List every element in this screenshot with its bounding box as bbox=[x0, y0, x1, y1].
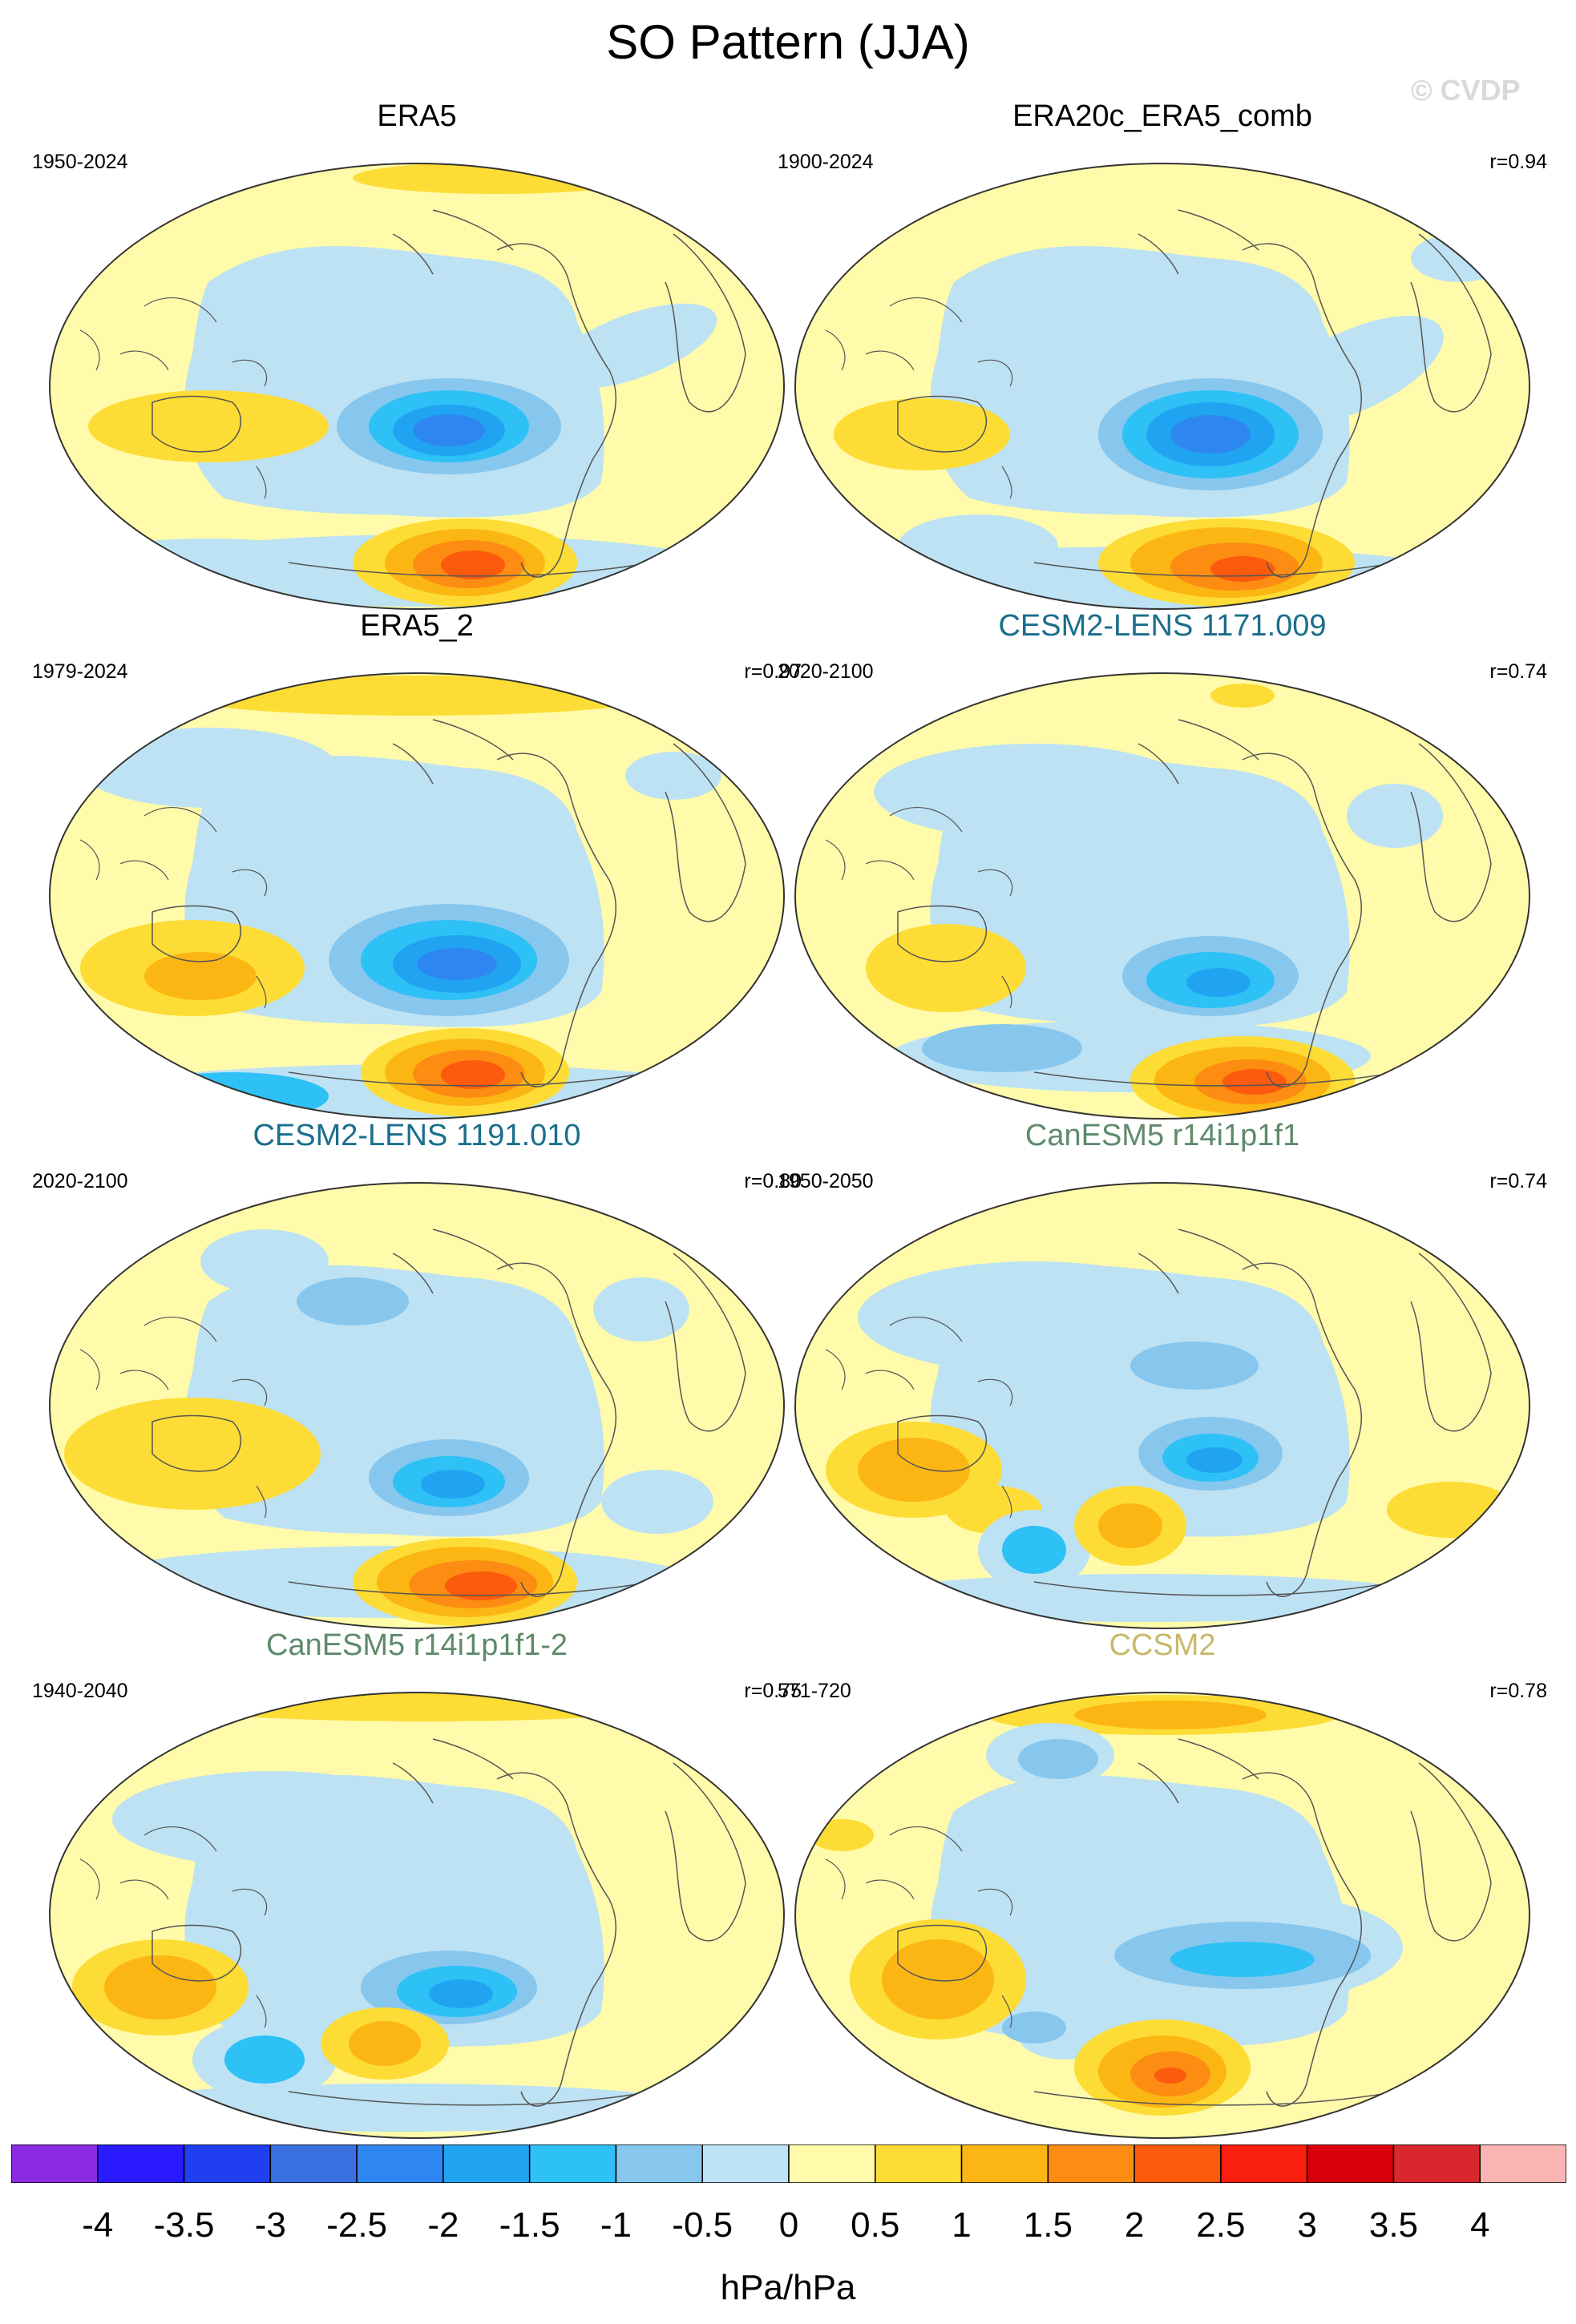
panel-period: 1900-2024 bbox=[778, 151, 874, 173]
pattern-map bbox=[48, 672, 786, 1120]
colorbar-swatch bbox=[528, 2144, 617, 2183]
panel-period: 2020-2100 bbox=[32, 1170, 128, 1192]
panel-period: 1940-2040 bbox=[32, 1680, 128, 1702]
colorbar-swatch bbox=[442, 2144, 531, 2183]
panel-correlation: r=0.78 bbox=[1489, 1680, 1547, 1702]
colorbar-tick-label: -0.5 bbox=[672, 2205, 733, 2245]
panel-correlation: r=0.97 bbox=[744, 660, 802, 683]
panel-title: CESM2-LENS 1191.010 bbox=[253, 1119, 581, 1152]
panel-period: 2020-2100 bbox=[778, 660, 874, 683]
watermark: © CVDP bbox=[1411, 74, 1521, 107]
colorbar-swatch bbox=[1479, 2144, 1566, 2183]
colorbar-tick-label: -3.5 bbox=[153, 2205, 215, 2245]
figure-title: SO Pattern (JJA) bbox=[606, 15, 970, 69]
colorbar-swatch bbox=[701, 2144, 790, 2183]
pattern-map bbox=[48, 162, 786, 611]
colorbar-tick-label: -3 bbox=[254, 2205, 286, 2245]
colorbar-tick-label: 3.5 bbox=[1368, 2205, 1419, 2245]
colorbar-tick-label: -4 bbox=[82, 2205, 114, 2245]
colorbar-swatch bbox=[97, 2144, 185, 2183]
panel-correlation: r=0.74 bbox=[1489, 1170, 1547, 1192]
colorbar-swatch bbox=[269, 2144, 358, 2183]
pattern-map bbox=[48, 1181, 786, 1630]
colorbar-tick-label: 1.5 bbox=[1023, 2205, 1073, 2245]
pattern-map bbox=[794, 672, 1531, 1120]
panel-title: ERA5 bbox=[377, 99, 457, 133]
colorbar-swatch bbox=[183, 2144, 272, 2183]
colorbar-swatch bbox=[1306, 2144, 1395, 2183]
colorbar-tick-label: 4 bbox=[1469, 2205, 1490, 2245]
colorbar-swatch bbox=[11, 2144, 99, 2183]
colorbar-swatch bbox=[788, 2144, 876, 2183]
colorbar-swatch bbox=[615, 2144, 703, 2183]
colorbar-tick-label: 2.5 bbox=[1196, 2205, 1246, 2245]
panel-period: 571-720 bbox=[778, 1680, 851, 1702]
panel-period: 1950-2024 bbox=[32, 151, 128, 173]
panel-period: 1979-2024 bbox=[32, 660, 128, 683]
pattern-map bbox=[794, 162, 1531, 611]
colorbar-tick-label: -1.5 bbox=[499, 2205, 560, 2245]
colorbar-swatch bbox=[875, 2144, 963, 2183]
colorbar-swatch bbox=[1134, 2144, 1222, 2183]
colorbar-tick-label: 1 bbox=[952, 2205, 972, 2245]
colorbar-tick-label: 0.5 bbox=[851, 2205, 900, 2245]
colorbar-tick-label: 2 bbox=[1124, 2205, 1145, 2245]
panel-title: CESM2-LENS 1171.009 bbox=[998, 609, 1327, 643]
panel-title: ERA5_2 bbox=[360, 609, 474, 643]
panel-title: ERA20c_ERA5_comb bbox=[1012, 99, 1312, 133]
panel-title: CanESM5 r14i1p1f1 bbox=[1024, 1119, 1300, 1152]
panel-correlation: r=0.74 bbox=[1489, 660, 1547, 683]
colorbar-swatch bbox=[356, 2144, 444, 2183]
colorbar-swatch bbox=[1392, 2144, 1481, 2183]
colorbar-swatch bbox=[1047, 2144, 1135, 2183]
panel-correlation: r=0.80 bbox=[744, 1170, 802, 1192]
colorbar-tick-label: 3 bbox=[1297, 2205, 1317, 2245]
panel-period: 1950-2050 bbox=[778, 1170, 874, 1192]
colorbar-tick-label: -2 bbox=[427, 2205, 459, 2245]
panel-title: CCSM2 bbox=[1109, 1628, 1216, 1662]
colorbar-swatch bbox=[960, 2144, 1049, 2183]
colorbar-tick-label: 0 bbox=[778, 2205, 799, 2245]
colorbar bbox=[11, 2144, 1566, 2183]
panel-title: CanESM5 r14i1p1f1-2 bbox=[266, 1628, 568, 1662]
pattern-map bbox=[48, 1691, 786, 2140]
colorbar-swatch bbox=[1220, 2144, 1308, 2183]
pattern-map bbox=[794, 1181, 1531, 1630]
colorbar-units: hPa/hPa bbox=[720, 2268, 856, 2307]
colorbar-tick-label: -1 bbox=[600, 2205, 632, 2245]
panel-correlation: r=0.94 bbox=[1489, 151, 1547, 173]
colorbar-tick-label: -2.5 bbox=[326, 2205, 388, 2245]
pattern-map bbox=[794, 1691, 1531, 2140]
panel-correlation: r=0.75 bbox=[744, 1680, 802, 1702]
